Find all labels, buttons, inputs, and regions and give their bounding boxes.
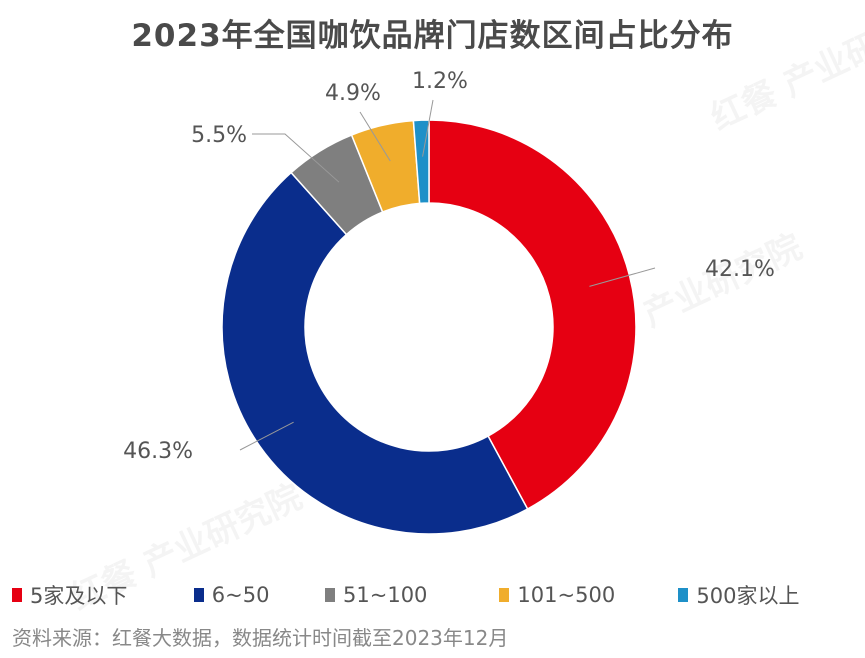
legend-swatch: [12, 588, 22, 602]
legend-label: 500家以上: [696, 584, 800, 608]
leader-line: [589, 267, 656, 287]
legend-label: 101~500: [517, 583, 616, 607]
data-label: 1.2%: [412, 69, 468, 94]
legend-swatch: [325, 588, 336, 602]
leader-line: [422, 99, 434, 157]
legend-item: 101~500: [499, 580, 678, 610]
leader-line: [252, 133, 340, 183]
legend-label: 6~50: [211, 583, 270, 607]
data-label: 42.1%: [705, 257, 775, 282]
donut-slice: [428, 119, 637, 511]
legend-item: 6~50: [193, 580, 325, 610]
leader-line: [359, 111, 391, 162]
legend-swatch: [193, 588, 204, 602]
legend-label: 51~100: [343, 583, 428, 607]
data-label: 46.3%: [123, 439, 193, 464]
source-note: 资料来源：红餐大数据，数据统计时间截至2023年12月: [12, 626, 509, 650]
legend: 5家及以下 6~50 51~100 101~500 500家以上: [12, 580, 862, 610]
chart-title: 2023年全国咖饮品牌门店数区间占比分布: [131, 18, 734, 54]
legend-item: 51~100: [325, 580, 499, 610]
legend-item: 500家以上: [678, 580, 862, 610]
legend-label: 5家及以下: [30, 584, 128, 608]
legend-swatch: [678, 588, 689, 602]
data-label: 4.9%: [325, 81, 381, 106]
donut-slice: [221, 171, 529, 535]
data-label: 5.5%: [191, 123, 247, 148]
legend-item: 5家及以下: [12, 580, 194, 610]
leader-line: [239, 421, 294, 451]
legend-swatch: [499, 588, 510, 602]
